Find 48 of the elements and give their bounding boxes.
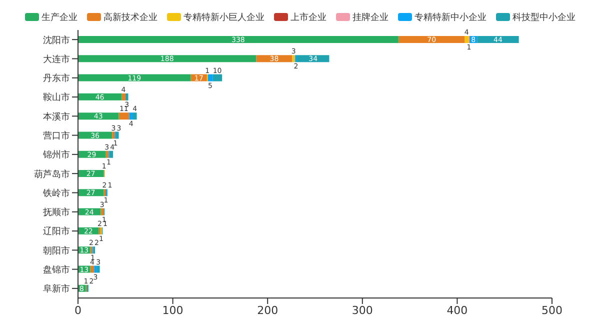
bar xyxy=(94,266,97,273)
y-tick-label: 盘锦市 xyxy=(43,264,70,276)
y-tick-label: 朝阳市 xyxy=(43,245,70,256)
y-tick-label: 营口市 xyxy=(43,130,70,142)
legend-label: 生产企业 xyxy=(40,12,78,24)
bar xyxy=(212,74,222,82)
x-tick-label: 0 xyxy=(74,304,82,317)
y-tick-label: 葫芦岛市 xyxy=(34,168,70,180)
bar xyxy=(122,93,126,100)
bar xyxy=(90,266,94,273)
bar xyxy=(78,112,119,120)
bar xyxy=(112,132,115,139)
bar xyxy=(292,55,296,62)
bar xyxy=(118,112,130,120)
y-tick-label: 大连市 xyxy=(43,54,70,65)
legend-label: 专精特新小巨人企业 xyxy=(182,12,264,24)
legend-label: 挂牌企业 xyxy=(352,12,388,24)
legend-label: 科技型中小企业 xyxy=(512,12,576,24)
x-tick-label: 100 xyxy=(162,304,184,317)
bar xyxy=(78,55,256,62)
x-tick-label: 300 xyxy=(352,304,373,317)
bar xyxy=(129,112,133,120)
bar xyxy=(109,150,114,158)
y-tick-label: 抚顺市 xyxy=(42,207,70,218)
y-tick-label: 丹东市 xyxy=(43,73,70,84)
y-tick-label: 锦州市 xyxy=(42,150,70,161)
legend-label: 专精特新中小企业 xyxy=(414,12,486,24)
x-tick-label: 500 xyxy=(542,304,562,317)
legend-label: 高新技术企业 xyxy=(102,12,158,24)
bar xyxy=(105,150,108,158)
y-tick-label: 辽阳市 xyxy=(43,226,70,238)
y-tick-label: 铁岭市 xyxy=(42,188,70,199)
bar xyxy=(78,74,191,82)
x-tick-label: 200 xyxy=(257,304,278,317)
bar xyxy=(78,36,398,43)
bar xyxy=(208,74,213,82)
bar xyxy=(96,266,100,273)
bar xyxy=(116,132,119,139)
bar xyxy=(398,36,465,43)
y-tick-label: 沈阳市 xyxy=(43,34,70,46)
y-tick-label: 阜新市 xyxy=(43,284,70,295)
legend-label: 上市企业 xyxy=(290,12,326,24)
x-tick-label: 400 xyxy=(446,304,468,317)
bar xyxy=(464,36,469,43)
bar xyxy=(132,112,137,120)
y-tick-label: 本溪市 xyxy=(43,111,70,122)
bar xyxy=(477,36,519,43)
y-tick-label: 鞍山市 xyxy=(43,92,70,104)
